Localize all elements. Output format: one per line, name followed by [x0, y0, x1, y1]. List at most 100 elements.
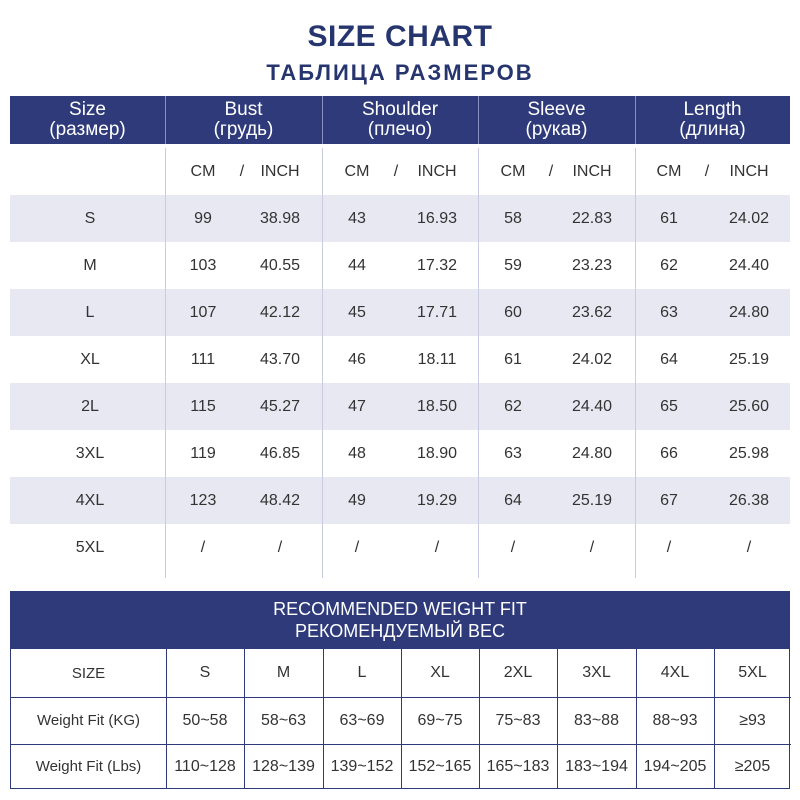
size-label: XL: [80, 350, 100, 368]
unit-separator: /: [548, 162, 554, 180]
value-inch: /: [277, 538, 283, 556]
unit-cm: CM: [190, 162, 216, 180]
weight-row-label: Weight Fit (Lbs): [35, 758, 142, 775]
value-inch: /: [746, 538, 752, 556]
column-divider: [714, 649, 715, 789]
value-cm: 58: [504, 209, 522, 227]
column-divider: [557, 649, 558, 789]
table-row: XL 111 43.70 46 18.11 61 24.02 64 25.19: [10, 336, 790, 383]
value-cm: 45: [348, 303, 366, 321]
value-inch: 17.71: [416, 303, 458, 321]
unit-cm: CM: [656, 162, 682, 180]
weight-table-grid: SIZE S M L XL 2XL 3XL 4XL 5XL Weight Fit (KG) 50~5…: [10, 649, 791, 789]
value-inch: /: [589, 538, 595, 556]
value-cm: 107: [189, 303, 217, 321]
unit-inch: INCH: [417, 162, 457, 180]
unit-cm: CM: [500, 162, 526, 180]
column-divider: [478, 148, 479, 578]
column-divider: [323, 649, 324, 789]
value-cm: 65: [660, 397, 678, 415]
value-cm: 47: [348, 397, 366, 415]
size-table-header: Size (размер) Bust (грудь) Shoulder (плечо) Sl…: [10, 96, 790, 144]
value-cm: 62: [660, 256, 678, 274]
value-inch: 23.23: [571, 256, 613, 274]
value-inch: 45.27: [259, 397, 301, 415]
weight-cell: 194~205: [643, 757, 707, 775]
column-divider: [635, 148, 636, 578]
unit-cm: CM: [344, 162, 370, 180]
value-cm: 63: [504, 444, 522, 462]
weight-cell: 50~58: [182, 711, 228, 729]
weight-cell: L: [357, 664, 367, 681]
value-inch: 16.93: [416, 209, 458, 227]
unit-inch: INCH: [260, 162, 300, 180]
size-label: 5XL: [75, 538, 105, 556]
value-inch: 25.60: [728, 397, 770, 415]
column-divider: [165, 148, 166, 578]
header-sleeve-ru: (рукав): [525, 119, 588, 140]
size-label: S: [84, 209, 96, 227]
table-row: 5XL / / / / / / / /: [10, 524, 790, 571]
value-cm: 103: [189, 256, 217, 274]
value-cm: 59: [504, 256, 522, 274]
weight-cell: 4XL: [660, 664, 690, 681]
unit-separator: /: [704, 162, 710, 180]
value-cm: 61: [504, 350, 522, 368]
weight-cell: 2XL: [503, 664, 533, 681]
table-row: 4XL 123 48.42 49 19.29 64 25.19 67 26.38: [10, 477, 790, 524]
value-inch: 18.11: [417, 350, 457, 368]
value-cm: 64: [660, 350, 678, 368]
value-cm: 64: [504, 491, 522, 509]
header-length-ru: (длина): [679, 119, 746, 140]
value-cm: 61: [660, 209, 678, 227]
table-row: L 107 42.12 45 17.71 60 23.62 63 24.80: [10, 289, 790, 336]
value-inch: 24.80: [571, 444, 613, 462]
header-sleeve-en: Sleeve: [527, 99, 586, 120]
value-inch: 23.62: [571, 303, 613, 321]
weight-cell: 110~128: [174, 757, 236, 775]
weight-cell: 75~83: [495, 711, 541, 729]
weight-cell: 128~139: [252, 757, 315, 775]
weight-table: RECOMMENDED WEIGHT FIT РЕКОМЕНДУЕМЫЙ ВЕС…: [10, 591, 791, 789]
value-inch: 38.98: [259, 209, 301, 227]
value-cm: 49: [348, 491, 366, 509]
size-label: 4XL: [75, 491, 105, 509]
header-length-en: Length: [683, 99, 742, 120]
weight-cell: 58~63: [261, 711, 306, 729]
value-inch: 24.02: [728, 209, 770, 227]
table-row: S 99 38.98 43 16.93 58 22.83 61 24.02: [10, 195, 790, 242]
value-cm: 123: [189, 491, 217, 509]
header-sleeve: Sleeve (рукав): [478, 96, 635, 144]
value-inch: /: [434, 538, 440, 556]
weight-cell: M: [276, 664, 291, 681]
column-divider: [244, 649, 245, 789]
weight-cell: ≥205: [734, 757, 771, 775]
weight-row-label: Weight Fit (KG): [36, 712, 141, 729]
value-cm: 44: [348, 256, 366, 274]
value-inch: 40.55: [259, 256, 301, 274]
header-size-en: Size: [69, 99, 106, 120]
page-subtitle: ТАБЛИЦА РАЗМЕРОВ: [266, 60, 534, 85]
header-size-ru: (размер): [49, 119, 126, 140]
weight-cell: 63~69: [339, 711, 385, 729]
value-cm: 67: [660, 491, 678, 509]
value-cm: 62: [504, 397, 522, 415]
weight-cell: S: [199, 664, 211, 681]
value-cm: /: [354, 538, 360, 556]
header-shoulder-en: Shoulder: [361, 99, 439, 120]
header-bust-en: Bust: [224, 99, 263, 120]
weight-cell: 152~165: [408, 757, 472, 775]
size-label: 2L: [81, 397, 99, 415]
table-row: 3XL 119 46.85 48 18.90 63 24.80 66 25.98: [10, 430, 790, 477]
value-cm: 48: [348, 444, 366, 462]
weight-title-ru: РЕКОМЕНДУЕМЫЙ ВЕС: [294, 621, 505, 641]
value-cm: 60: [504, 303, 522, 321]
column-divider: [636, 649, 637, 789]
header-separator: [322, 96, 323, 144]
header-separator: [635, 96, 636, 144]
value-inch: 46.85: [259, 444, 301, 462]
header-separator: [165, 96, 166, 144]
weight-row-label: SIZE: [71, 664, 106, 682]
header-size: Size (размер): [10, 96, 165, 144]
weight-cell: ≥93: [739, 711, 766, 729]
